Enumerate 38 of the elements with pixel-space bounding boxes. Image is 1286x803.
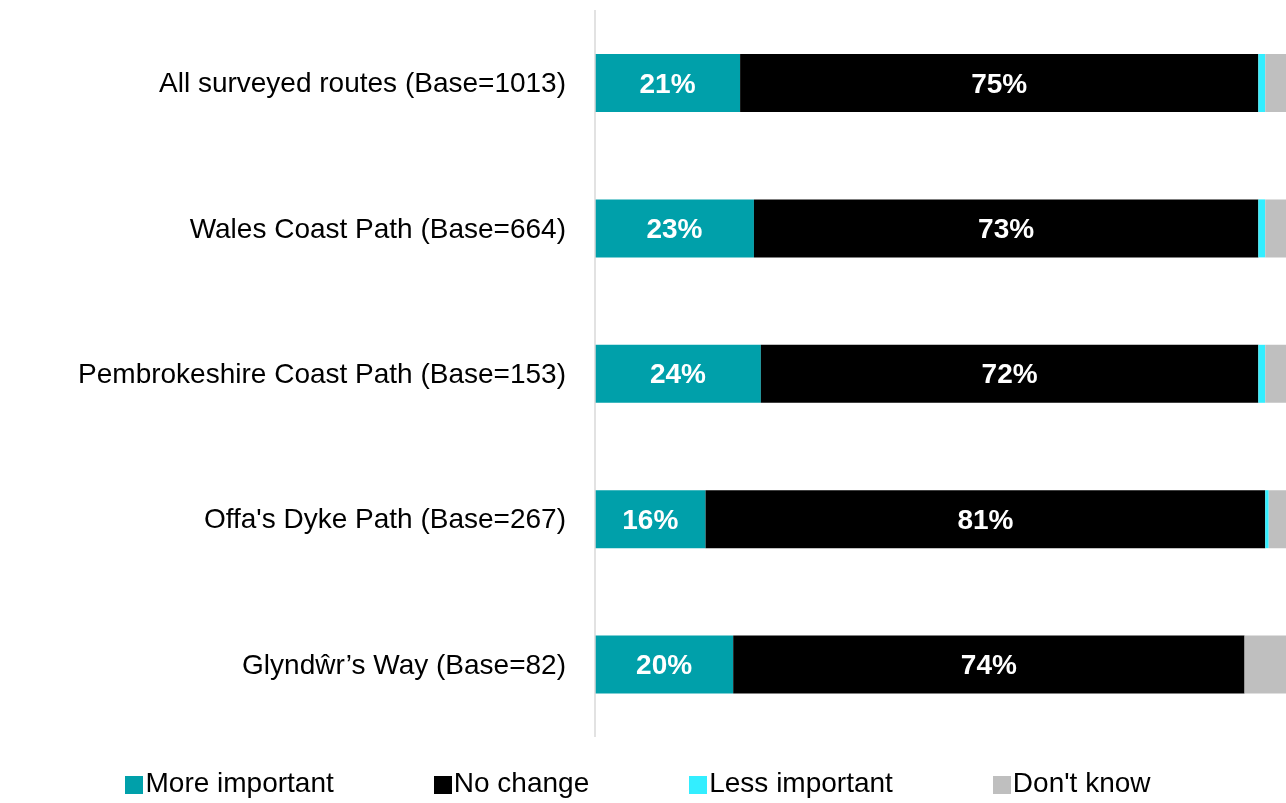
y-tick-label: All surveyed routes (Base=1013) xyxy=(159,67,566,99)
bar xyxy=(595,635,734,694)
data-label: 81% xyxy=(957,503,1014,535)
bar xyxy=(753,199,1259,258)
y-tick-label: Wales Coast Path (Base=664) xyxy=(189,212,566,244)
y-tick-label: Pembrokeshire Coast Path (Base=153) xyxy=(78,358,566,389)
legend-label: Less important xyxy=(709,767,893,798)
bar xyxy=(1244,635,1286,694)
data-label: 73% xyxy=(978,212,1035,244)
bar xyxy=(1265,54,1286,112)
data-label: 75% xyxy=(971,67,1028,99)
bar xyxy=(595,54,741,112)
bar xyxy=(1258,344,1266,403)
data-label: 21% xyxy=(639,67,696,99)
data-label: 74% xyxy=(960,649,1017,681)
bar xyxy=(760,344,1259,403)
bar xyxy=(1258,199,1266,258)
bar xyxy=(1258,54,1266,112)
bar xyxy=(595,199,754,258)
legend-label: No change xyxy=(453,767,590,798)
bar xyxy=(740,54,1259,112)
bar xyxy=(1265,199,1286,258)
bar xyxy=(1265,344,1286,403)
bar xyxy=(1268,490,1286,549)
data-label: 23% xyxy=(646,212,703,244)
data-label: 24% xyxy=(649,358,707,390)
legend-label: More important xyxy=(145,767,334,798)
bar xyxy=(595,490,706,549)
data-label: 72% xyxy=(981,358,1038,390)
bar xyxy=(733,635,1245,694)
y-tick-label: Offa's Dyke Path (Base=267) xyxy=(203,503,566,535)
bar xyxy=(1265,490,1269,549)
bar xyxy=(705,490,1266,549)
data-label: 20% xyxy=(636,649,693,681)
data-label: 16% xyxy=(622,503,679,535)
bar xyxy=(595,344,761,403)
y-tick-label: Glyndŵr’s Way (Base=82) xyxy=(242,648,566,680)
legend-label: Don't know xyxy=(1012,767,1151,798)
